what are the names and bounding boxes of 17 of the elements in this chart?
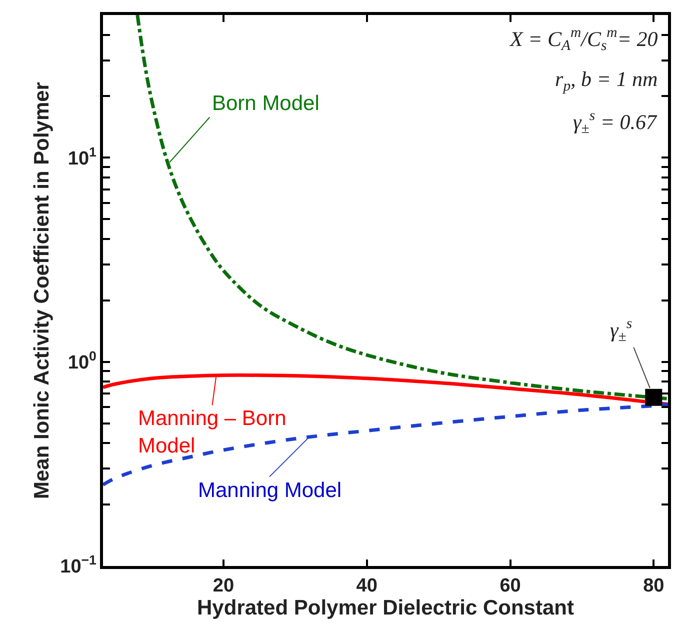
x-tick-label: 20 (212, 576, 234, 597)
annotation: Manning Model (198, 479, 342, 502)
annotation: γ$_{±}$$^{s}$ = 0.67 (573, 108, 658, 138)
y-tick-label: 10$^{−1}$ (60, 552, 98, 578)
y-tick-label: 10$^{0}$ (68, 348, 96, 374)
annotation: Manning – Born Model (138, 407, 286, 458)
x-axis-title: Hydrated Polymer Dielectric Constant (197, 596, 574, 620)
line-series (103, 373, 668, 406)
x-tick-label: 40 (356, 576, 378, 597)
x-tick-label: 80 (643, 576, 664, 597)
annotation: Born Model (212, 92, 320, 115)
annotation: r$_{p}$, b = 1 nm (555, 67, 658, 94)
y-tick-label: 10$^{1}$ (68, 144, 98, 170)
annotation: X = C$_{A}$$^{m}$/C$_{s}$$^{m}$= 20 (509, 25, 658, 54)
y-axis-title: Mean Ionic Activity Coefficient in Polymer (30, 82, 54, 499)
x-tick-label: 60 (500, 576, 521, 597)
line-series (136, 15, 668, 400)
